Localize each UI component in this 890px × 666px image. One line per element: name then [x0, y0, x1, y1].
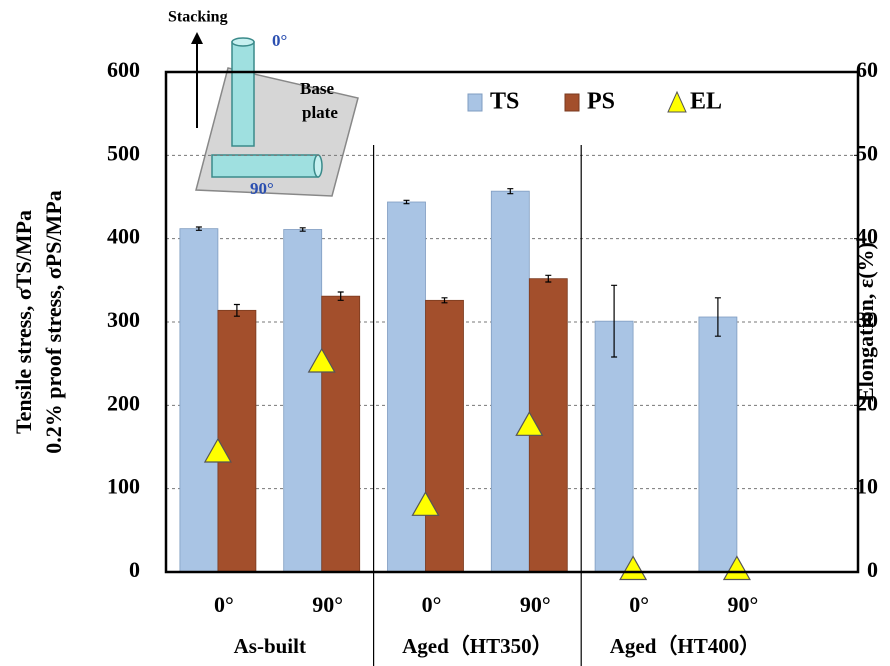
error-bar: [714, 297, 721, 337]
y-tick-label: 500: [107, 140, 140, 165]
x-tick-label: 90°: [312, 592, 343, 617]
x-tick-label: 90°: [520, 592, 551, 617]
inset-label: 90°: [250, 179, 274, 198]
y-title: Tensile stress, σTS/MPa: [11, 210, 36, 434]
arrow-head: [191, 32, 203, 44]
inset-label: Stacking: [168, 9, 228, 26]
bar: [283, 229, 323, 573]
y-tick-label: 400: [107, 224, 140, 249]
y-tick-label: 300: [107, 307, 140, 332]
y2-tick-label: 0: [867, 557, 878, 582]
bar: [179, 228, 219, 573]
marker: [307, 347, 336, 373]
y2-tick-label: 60: [856, 57, 878, 82]
y-title: 0.2% proof stress, σPS/MPa: [41, 190, 66, 454]
error-bar: [507, 188, 514, 195]
vertical-specimen: [231, 41, 255, 147]
marker: [722, 555, 751, 581]
group-label: Aged（HT350）: [402, 634, 553, 658]
plot-frame: [164, 70, 860, 574]
bar: [321, 295, 361, 573]
specimen-end: [313, 154, 323, 178]
y2-tick-label: 10: [856, 474, 878, 499]
error-bar: [337, 291, 344, 301]
marker: [619, 555, 648, 581]
legend-swatch: [564, 93, 580, 112]
marker: [411, 491, 440, 516]
error-bar: [441, 297, 448, 304]
error-bar: [195, 226, 202, 231]
legend-swatch: [467, 93, 483, 112]
error-bar: [545, 274, 552, 283]
y2-tick-label: 30: [856, 307, 878, 332]
legend-marker: [667, 90, 687, 113]
y-tick-label: 200: [107, 390, 140, 415]
inset-label: plate: [302, 103, 338, 122]
group-label: Aged（HT400）: [610, 634, 761, 658]
inset-label: Base: [300, 79, 334, 98]
bar: [490, 190, 530, 573]
error-bar: [233, 303, 240, 317]
inset-label: 0°: [272, 31, 287, 50]
x-tick-label: 0°: [422, 592, 442, 617]
error-bar: [299, 227, 306, 232]
horizontal-specimen: [211, 154, 319, 178]
y-tick-label: 0: [129, 557, 140, 582]
bar: [698, 316, 738, 573]
bar: [594, 320, 634, 573]
y2-tick-label: 20: [856, 390, 878, 415]
marker: [515, 411, 544, 436]
error-bar: [403, 199, 410, 205]
y-tick-label: 600: [107, 57, 140, 82]
x-tick-label: 90°: [727, 592, 758, 617]
legend-label: PS: [587, 89, 615, 115]
inset-diagram: [191, 32, 359, 197]
y-tick-label: 100: [107, 474, 140, 499]
marker: [203, 437, 232, 463]
x-tick-label: 0°: [214, 592, 234, 617]
x-tick-label: 0°: [629, 592, 649, 617]
y2-tick-label: 40: [856, 224, 878, 249]
bar: [217, 309, 257, 573]
bar: [387, 201, 426, 573]
specimen-end: [231, 37, 255, 47]
group-label: As-built: [234, 634, 306, 658]
legend-label: TS: [490, 89, 519, 115]
bar: [425, 299, 464, 573]
y2-tick-label: 50: [856, 140, 878, 165]
legend-label: EL: [690, 89, 722, 115]
error-bar: [611, 284, 618, 358]
